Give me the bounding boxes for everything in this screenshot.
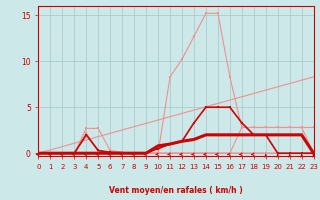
X-axis label: Vent moyen/en rafales ( km/h ): Vent moyen/en rafales ( km/h ) [109, 186, 243, 195]
